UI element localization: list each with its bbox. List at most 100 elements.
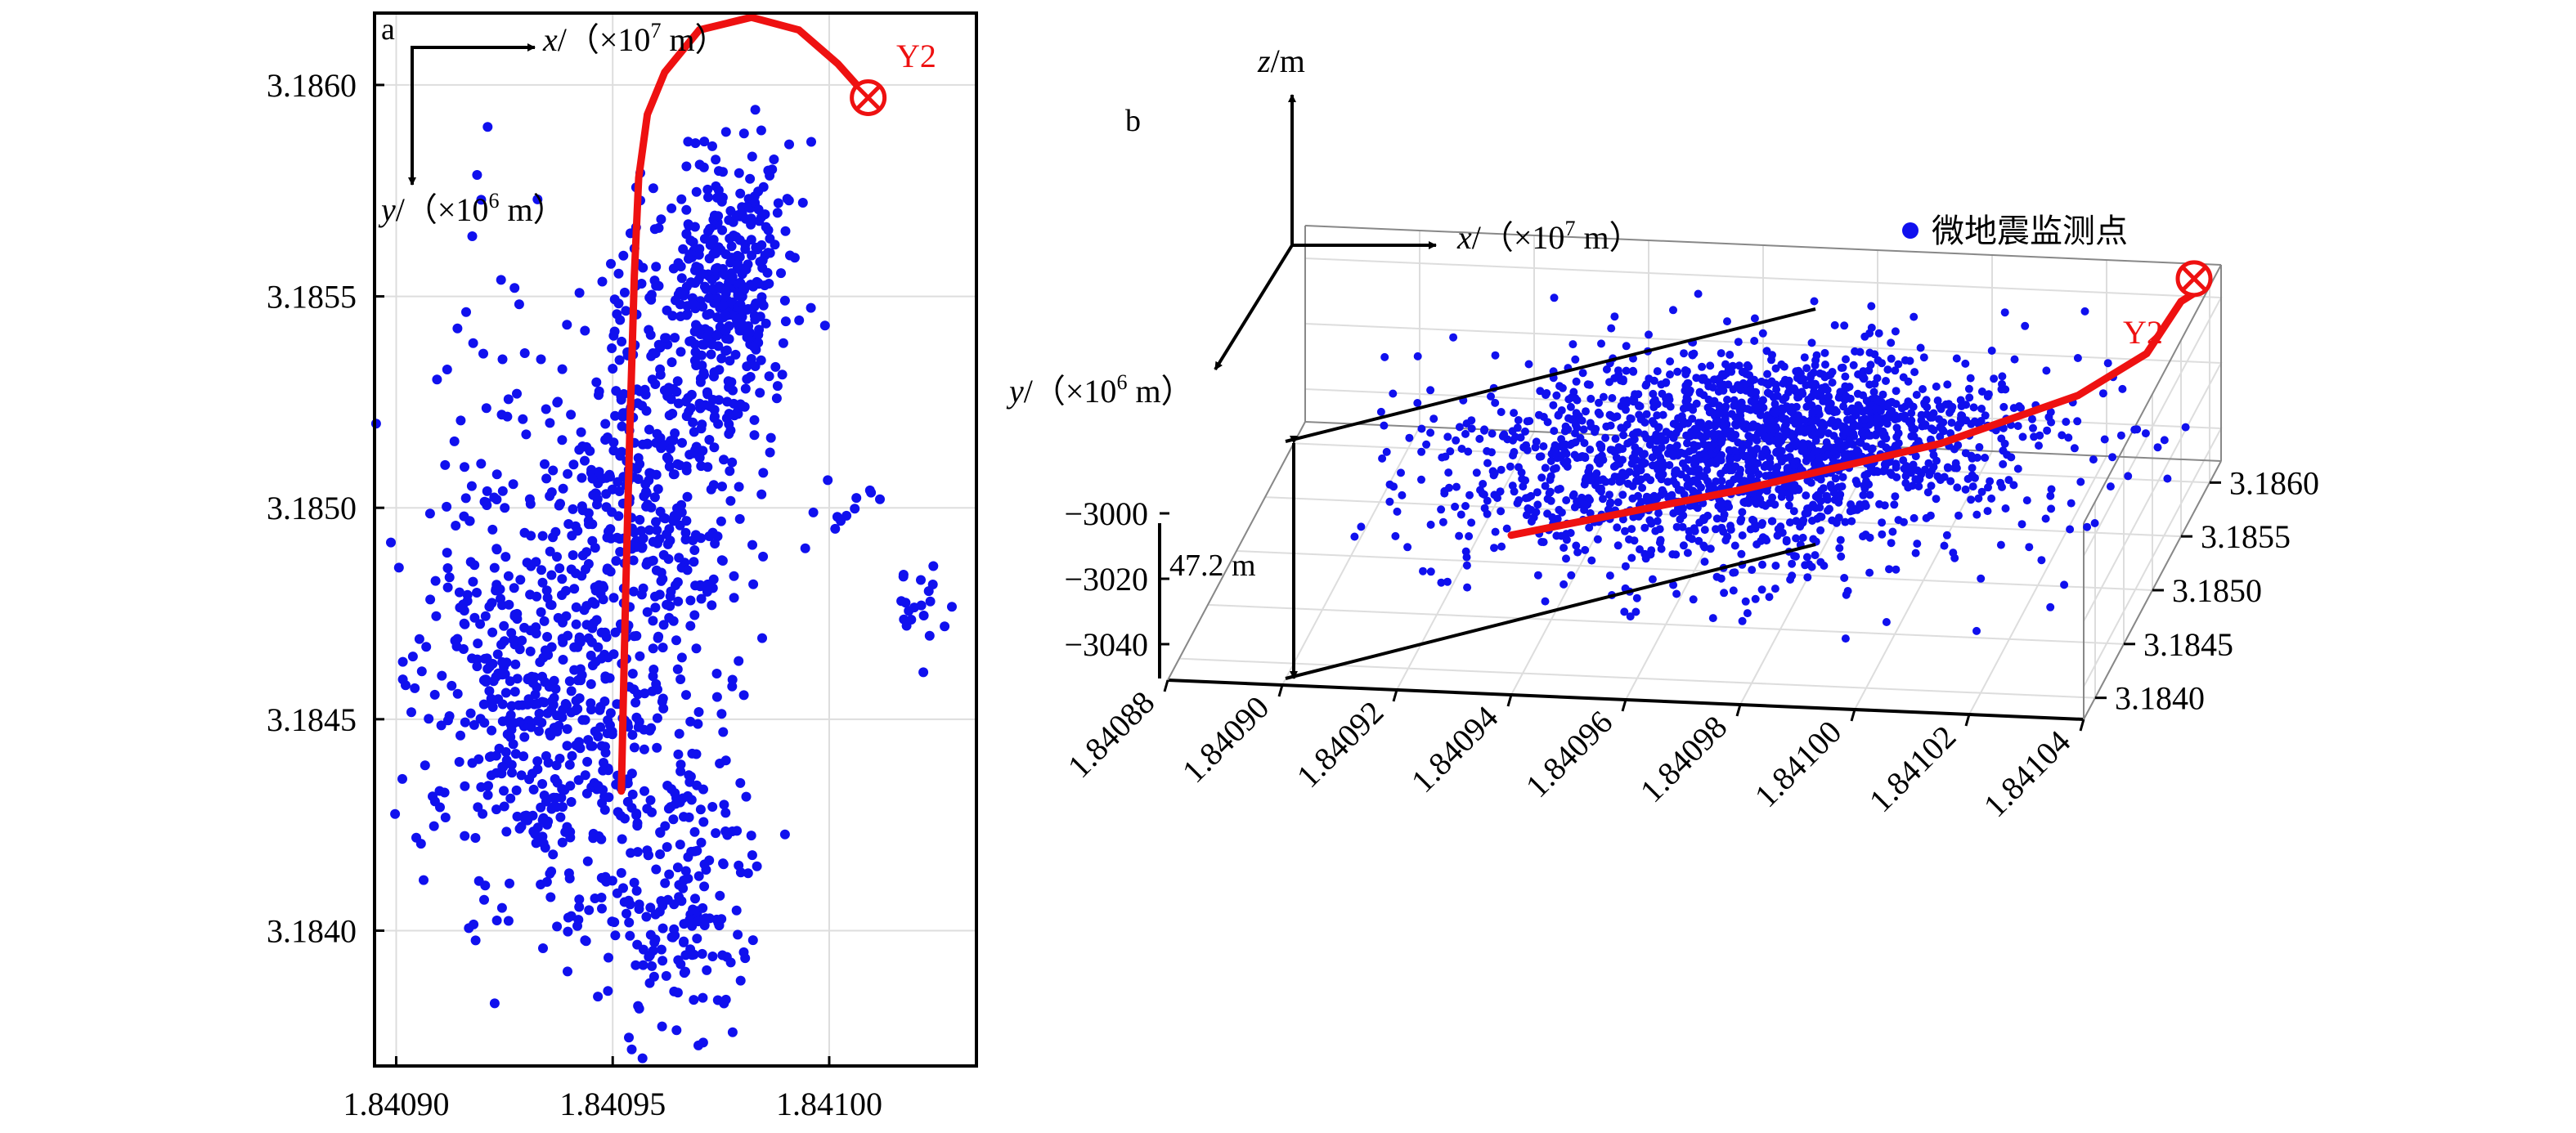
- scatter-point-3d: [1586, 394, 1595, 403]
- scatter-point-3d: [1576, 453, 1585, 462]
- scatter-point: [525, 646, 536, 656]
- scatter-point: [727, 457, 738, 468]
- scatter-point: [609, 917, 620, 928]
- scatter-point-3d: [1830, 320, 1839, 329]
- scatter-point: [672, 987, 683, 998]
- scatter-point-3d: [1437, 578, 1446, 587]
- scatter-point: [672, 459, 683, 469]
- scatter-point-3d: [1841, 634, 1850, 643]
- scatter-point: [693, 719, 703, 729]
- scatter-point: [397, 773, 407, 784]
- scatter-point: [702, 331, 712, 342]
- scatter-point: [504, 599, 514, 610]
- scatter-point-3d: [1549, 401, 1558, 410]
- scatter-point: [510, 749, 521, 759]
- scatter-point: [532, 194, 543, 204]
- panel-b-y-axis-label: y/（×106 m）: [1006, 370, 1194, 410]
- scatter-point-3d: [1599, 495, 1607, 504]
- scatter-point-3d: [1816, 475, 1825, 484]
- scatter-point: [393, 562, 404, 573]
- scatter-point: [698, 446, 708, 456]
- scatter-point-3d: [2076, 477, 2085, 486]
- scatter-point-3d: [1927, 481, 1936, 490]
- scatter-point-3d: [1891, 492, 1900, 501]
- scatter-point-3d: [1626, 612, 1635, 621]
- scatter-point: [644, 468, 655, 478]
- panel-b-well-trajectory: [1507, 289, 2198, 540]
- panel-b-microseismic-points: [1350, 289, 2190, 643]
- scatter-point: [651, 517, 661, 527]
- scatter-point-3d: [2001, 385, 2010, 394]
- scatter-point-3d: [1709, 429, 1718, 438]
- scatter-point: [704, 531, 715, 541]
- scatter-point: [704, 435, 715, 445]
- scatter-point: [583, 735, 594, 746]
- scatter-point-3d: [1721, 466, 1730, 474]
- scatter-point-3d: [1784, 501, 1793, 510]
- scatter-point-3d: [1567, 393, 1576, 402]
- scatter-point-3d: [2017, 520, 2026, 529]
- panel-b-3d-view: b 47.2 m Y2 −3000−3020−3040 1.84088 1.840…: [1006, 43, 2319, 824]
- scatter-point-3d: [1778, 414, 1787, 423]
- scatter-point: [562, 723, 572, 734]
- scatter-point: [729, 571, 739, 581]
- scatter-point: [467, 758, 478, 768]
- scatter-point-3d: [1835, 544, 1844, 553]
- scatter-point-3d: [1765, 425, 1774, 434]
- scatter-point: [655, 827, 666, 837]
- scatter-point: [617, 834, 627, 844]
- scatter-point: [711, 249, 721, 258]
- scatter-point-3d: [1968, 464, 1977, 472]
- scatter-point: [568, 550, 578, 561]
- scatter-point-3d: [1946, 429, 1955, 437]
- scatter-point-3d: [1873, 414, 1882, 423]
- scatter-point: [567, 750, 577, 761]
- scatter-point: [386, 537, 396, 548]
- scatter-point-3d: [1885, 410, 1894, 419]
- scatter-point: [537, 577, 548, 588]
- scatter-point-3d: [2089, 455, 2098, 464]
- panel-b-x-axis-label: x/（×107 m）: [1456, 217, 1642, 256]
- scatter-point: [755, 257, 765, 267]
- scatter-point: [466, 481, 477, 491]
- scatter-point: [637, 1053, 648, 1064]
- scatter-point-3d: [1713, 455, 1722, 464]
- scatter-point: [625, 899, 635, 910]
- scatter-point-3d: [1983, 392, 1992, 401]
- scatter-point-3d: [1824, 392, 1833, 401]
- scatter-point-3d: [1990, 374, 1999, 383]
- scatter-point: [709, 371, 719, 382]
- scatter-point: [925, 596, 936, 607]
- scatter-point-3d: [1641, 381, 1650, 390]
- scatter-point: [460, 831, 470, 841]
- scatter-point: [532, 682, 542, 692]
- scatter-point-3d: [1618, 468, 1627, 477]
- scatter-point-3d: [1669, 306, 1677, 315]
- scatter-point: [685, 277, 696, 288]
- scatter-point: [652, 525, 662, 535]
- scatter-point-3d: [1378, 454, 1387, 463]
- scatter-point: [682, 565, 693, 575]
- scatter-point: [765, 432, 776, 443]
- scatter-point-3d: [1455, 531, 1464, 540]
- scatter-point: [505, 793, 516, 804]
- scatter-point-3d: [1465, 490, 1474, 499]
- scatter-point-3d: [1721, 360, 1730, 369]
- scatter-point: [928, 561, 939, 571]
- scatter-point: [444, 711, 455, 721]
- scatter-point-3d: [1672, 522, 1681, 531]
- scatter-point-3d: [1683, 549, 1692, 558]
- scatter-point: [652, 742, 662, 753]
- scatter-point-3d: [1683, 439, 1691, 448]
- scatter-point: [563, 966, 572, 977]
- scatter-point-3d: [1456, 510, 1465, 519]
- scatter-point-3d: [1948, 402, 1957, 411]
- scatter-point-3d: [1640, 523, 1649, 532]
- scatter-point: [482, 664, 493, 674]
- scatter-point: [569, 642, 580, 652]
- scatter-point: [465, 557, 476, 567]
- scatter-point-3d: [1641, 554, 1650, 563]
- scatter-point-3d: [1585, 464, 1594, 472]
- scatter-point-3d: [2001, 504, 2010, 513]
